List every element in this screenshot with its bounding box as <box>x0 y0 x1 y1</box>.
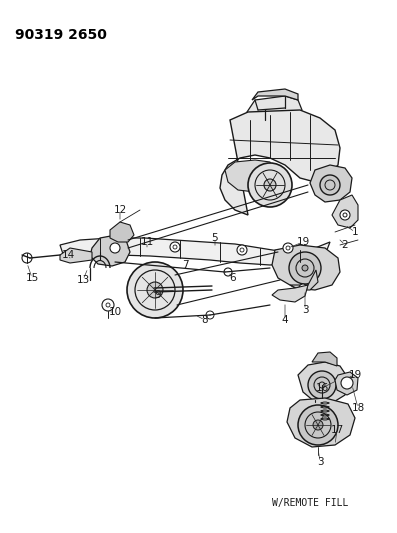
Circle shape <box>170 242 180 252</box>
Text: 17: 17 <box>330 425 344 435</box>
Polygon shape <box>287 398 355 447</box>
Polygon shape <box>220 110 340 215</box>
Text: 19: 19 <box>297 237 310 247</box>
Polygon shape <box>312 352 337 366</box>
Circle shape <box>237 245 247 255</box>
Circle shape <box>102 299 114 311</box>
Polygon shape <box>110 222 134 242</box>
Text: 6: 6 <box>230 273 236 283</box>
Circle shape <box>341 377 353 389</box>
Polygon shape <box>272 245 340 290</box>
Polygon shape <box>90 235 130 266</box>
Text: 12: 12 <box>114 205 127 215</box>
Polygon shape <box>60 248 92 263</box>
Circle shape <box>302 265 308 271</box>
Text: 19: 19 <box>349 370 362 380</box>
Circle shape <box>22 253 32 263</box>
Text: 16: 16 <box>315 383 329 393</box>
Polygon shape <box>332 195 358 228</box>
Text: 1: 1 <box>352 227 358 237</box>
Polygon shape <box>60 238 330 265</box>
Text: 15: 15 <box>25 273 39 283</box>
Polygon shape <box>290 270 318 290</box>
Text: 14: 14 <box>62 250 75 260</box>
Polygon shape <box>335 372 358 395</box>
Circle shape <box>340 210 350 220</box>
Text: 8: 8 <box>202 315 208 325</box>
Circle shape <box>147 282 163 298</box>
Circle shape <box>110 243 120 253</box>
Circle shape <box>127 262 183 318</box>
Circle shape <box>206 311 214 319</box>
Text: 3: 3 <box>317 457 323 467</box>
Text: 18: 18 <box>351 403 364 413</box>
Text: 2: 2 <box>342 240 348 250</box>
Circle shape <box>248 163 292 207</box>
Polygon shape <box>298 362 348 403</box>
Circle shape <box>313 420 323 430</box>
Text: 5: 5 <box>212 233 218 243</box>
Polygon shape <box>247 96 302 120</box>
Polygon shape <box>310 165 352 202</box>
Circle shape <box>308 371 336 399</box>
Text: 3: 3 <box>302 305 308 315</box>
Text: 7: 7 <box>182 260 188 270</box>
Circle shape <box>320 175 340 195</box>
Polygon shape <box>272 285 308 302</box>
Circle shape <box>299 284 307 292</box>
Polygon shape <box>225 160 275 192</box>
Circle shape <box>289 252 321 284</box>
Circle shape <box>264 179 276 191</box>
Text: 13: 13 <box>76 275 90 285</box>
Circle shape <box>283 243 293 253</box>
Text: 4: 4 <box>282 315 288 325</box>
Text: 10: 10 <box>108 307 121 317</box>
Polygon shape <box>252 89 298 100</box>
Circle shape <box>298 405 338 445</box>
Text: 11: 11 <box>141 237 154 247</box>
Text: 9: 9 <box>155 290 161 300</box>
Circle shape <box>224 268 232 276</box>
Text: W/REMOTE FILL: W/REMOTE FILL <box>272 498 348 508</box>
Text: 90319 2650: 90319 2650 <box>15 28 107 42</box>
